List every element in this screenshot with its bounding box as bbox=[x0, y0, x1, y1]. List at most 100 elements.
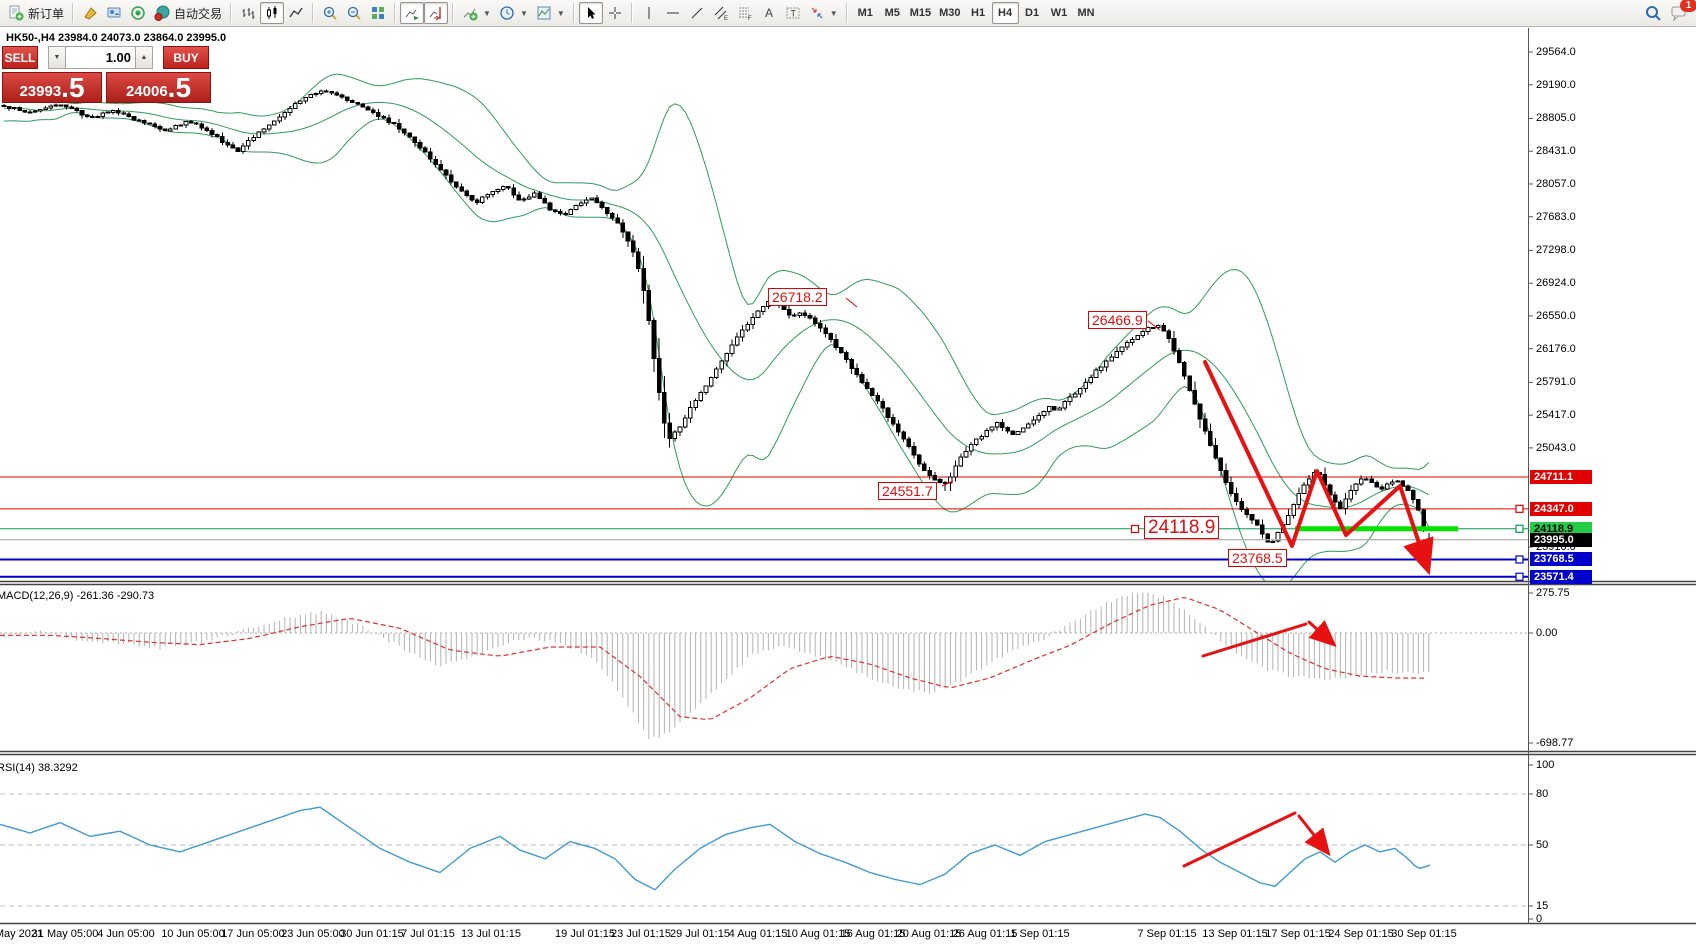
price-trend-arrow bbox=[1203, 360, 1434, 576]
timeframe-mn-button[interactable]: MN bbox=[1073, 2, 1100, 24]
templates-button[interactable]: ▼ bbox=[532, 2, 569, 24]
timeframe-m15-button[interactable]: M15 bbox=[906, 2, 935, 24]
search-icon bbox=[1646, 6, 1661, 21]
y-axis-label: 28431.0 bbox=[1536, 145, 1576, 158]
channel-button[interactable]: E bbox=[709, 2, 733, 24]
periods-button[interactable]: ▼ bbox=[495, 2, 532, 24]
buy-button[interactable]: BUY bbox=[163, 46, 209, 69]
autoscroll-icon bbox=[405, 9, 420, 20]
signals-button[interactable] bbox=[126, 2, 150, 24]
timeframe-d1-button[interactable]: D1 bbox=[1019, 2, 1046, 24]
sell-price-display[interactable]: 23993.5 bbox=[2, 72, 102, 103]
zoom-in-button[interactable] bbox=[318, 2, 342, 24]
autotrading-label: 自动交易 bbox=[174, 6, 223, 21]
crosshair-button[interactable] bbox=[603, 2, 627, 24]
periods-icon bbox=[500, 6, 514, 20]
timeframe-m30-button[interactable]: M30 bbox=[935, 2, 964, 24]
sell-button[interactable]: SELL bbox=[2, 46, 38, 69]
text-label-button[interactable]: T bbox=[781, 2, 805, 24]
bar-chart-button[interactable] bbox=[236, 2, 260, 24]
x-axis-label: 31 May 05:00 bbox=[31, 928, 99, 940]
x-axis-label: 4 Aug 01:15 bbox=[728, 928, 788, 940]
y-axis-label: 25791.0 bbox=[1536, 376, 1576, 389]
market-watch-button[interactable] bbox=[102, 2, 126, 24]
y-axis-label: 15 bbox=[1536, 900, 1549, 912]
tile-windows-button[interactable] bbox=[366, 2, 390, 24]
chart-shift-button[interactable] bbox=[424, 2, 449, 24]
cursor-button[interactable] bbox=[578, 2, 603, 24]
timeframe-h4-button[interactable]: H4 bbox=[991, 2, 1019, 24]
fibonacci-button[interactable]: F bbox=[733, 2, 757, 24]
line-chart-icon bbox=[289, 7, 303, 18]
line-anchor-marker bbox=[1515, 504, 1524, 513]
x-axis-label: 1 Sep 01:15 bbox=[1010, 928, 1070, 940]
autotrading-button[interactable]: 自动交易 bbox=[150, 2, 226, 24]
indicators-button[interactable]: ▼ bbox=[458, 2, 495, 24]
chart-objects bbox=[845, 297, 1161, 534]
zoom-out-button[interactable] bbox=[342, 2, 366, 24]
buy-price-fraction: .5 bbox=[167, 72, 192, 103]
line-anchor-marker bbox=[1515, 572, 1524, 581]
horizontal-line-button[interactable] bbox=[661, 2, 685, 24]
macd-pane bbox=[0, 592, 1430, 740]
price-callout-24118.9[interactable]: 24118.9 bbox=[1144, 516, 1220, 539]
toolbar-separator bbox=[845, 3, 848, 23]
rsi-line bbox=[0, 806, 1431, 891]
price-callout-23768.5[interactable]: 23768.5 bbox=[1228, 549, 1287, 567]
candle-chart-button[interactable] bbox=[260, 2, 285, 24]
timeframe-h1-button[interactable]: H1 bbox=[965, 2, 992, 24]
toolbar-separator bbox=[630, 3, 633, 23]
new-order-button[interactable]: 新订单 bbox=[4, 2, 68, 24]
autotrading-icon bbox=[154, 5, 170, 21]
line-chart-button[interactable] bbox=[284, 2, 308, 24]
price-callout-26718.2[interactable]: 26718.2 bbox=[768, 288, 827, 306]
one-click-trade-panel: SELL ▼ ▲ BUY 23993.5 24006.5 bbox=[2, 46, 211, 103]
rsi-trend-arrow bbox=[1182, 811, 1297, 868]
rsi-drop-arrow bbox=[1297, 814, 1331, 857]
zoom-out-icon bbox=[347, 6, 361, 20]
trendline-icon bbox=[691, 7, 703, 19]
sell-price-fraction: .5 bbox=[61, 72, 85, 103]
x-axis-label: 4 Jun 05:00 bbox=[97, 928, 155, 940]
volume-decrease-button[interactable]: ▼ bbox=[48, 46, 66, 69]
notifications-button[interactable]: 1 bbox=[1666, 0, 1696, 24]
new-order-icon bbox=[9, 5, 24, 21]
svg-text:E: E bbox=[724, 16, 728, 21]
pane-frame bbox=[0, 28, 1696, 925]
bollinger-middle bbox=[3, 101, 1430, 509]
price-callout-26466.9[interactable]: 26466.9 bbox=[1088, 311, 1147, 329]
cursor-icon bbox=[587, 7, 596, 19]
timeframe-w1-button[interactable]: W1 bbox=[1046, 2, 1073, 24]
chart-shift-icon bbox=[429, 7, 441, 21]
y-axis-label: 25417.0 bbox=[1536, 409, 1576, 422]
chart-canvas[interactable] bbox=[0, 28, 1528, 924]
indicator-grid bbox=[0, 632, 1528, 907]
autoscroll-button[interactable] bbox=[400, 2, 425, 24]
vertical-line-icon bbox=[648, 7, 650, 19]
buy-price-display[interactable]: 24006.5 bbox=[106, 72, 211, 103]
search-button[interactable] bbox=[1640, 2, 1666, 24]
buy-price-main: 24006 bbox=[125, 83, 168, 100]
vertical-line-button[interactable] bbox=[637, 2, 661, 24]
arrows-button[interactable]: ▼ bbox=[805, 2, 842, 24]
y-axis-label: 26924.0 bbox=[1536, 277, 1576, 290]
x-axis-label: 23 Jun 05:00 bbox=[281, 928, 345, 940]
text-button[interactable]: A bbox=[757, 2, 781, 24]
x-axis-label: 7 Jul 01:15 bbox=[401, 928, 455, 940]
svg-text:T: T bbox=[790, 9, 796, 19]
volume-increase-button[interactable]: ▲ bbox=[135, 46, 153, 69]
indicators-icon bbox=[463, 8, 478, 21]
trend-arrows[interactable] bbox=[1182, 360, 1434, 868]
timeframe-m5-button[interactable]: M5 bbox=[879, 2, 906, 24]
templates-icon bbox=[537, 6, 551, 20]
timeframe-m1-button[interactable]: M1 bbox=[852, 2, 879, 24]
macd-indicator-label: MACD(12,26,9) -261.36 -290.73 bbox=[0, 590, 155, 602]
svg-text:F: F bbox=[748, 16, 752, 21]
price-badge-23768.5: 23768.5 bbox=[1530, 552, 1592, 567]
price-callout-24551.7[interactable]: 24551.7 bbox=[878, 482, 937, 500]
market-watch-icon bbox=[107, 7, 121, 18]
trendline-button[interactable] bbox=[685, 2, 709, 24]
volume-input[interactable] bbox=[66, 46, 135, 69]
metaeditor-button[interactable] bbox=[78, 2, 102, 24]
y-axis-label: 50 bbox=[1536, 839, 1549, 851]
